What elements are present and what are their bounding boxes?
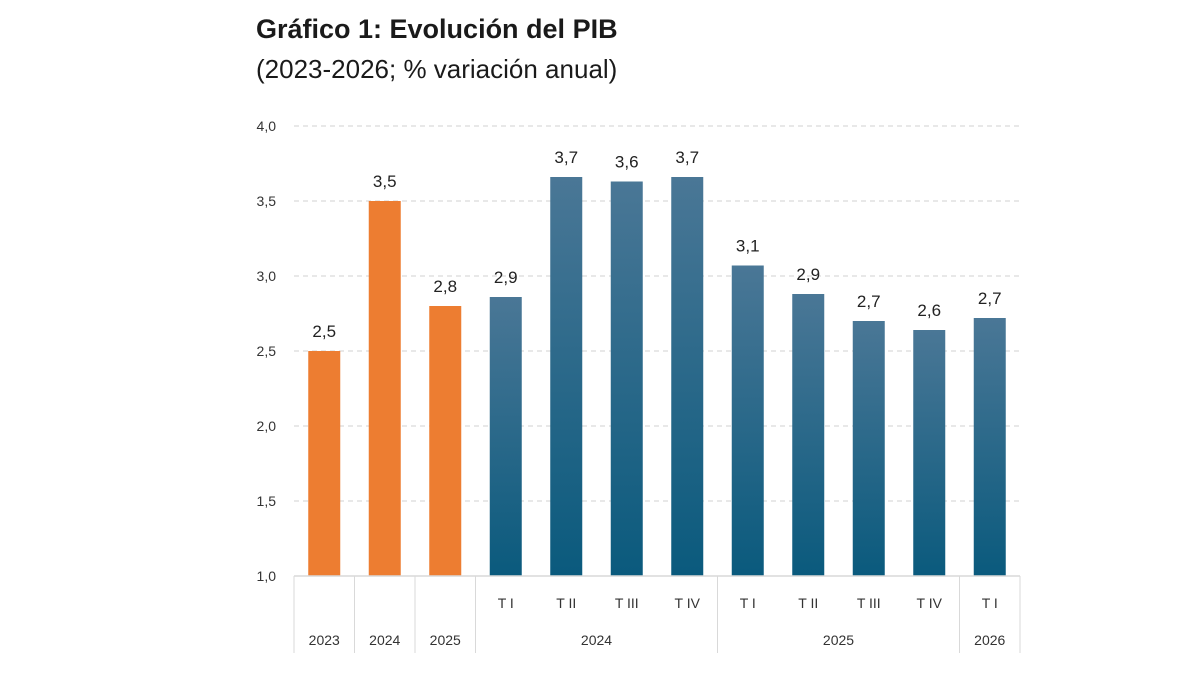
bar-annual [429, 306, 462, 576]
bar-quarterly [671, 177, 704, 576]
bar-value-label: 3,1 [736, 237, 760, 256]
bar-value-label: 2,9 [796, 265, 820, 284]
bar-annual [308, 351, 341, 576]
y-tick-label: 4,0 [257, 118, 277, 134]
y-tick-label: 3,0 [257, 268, 277, 284]
bar-quarterly [852, 321, 885, 576]
bar-value-label: 3,7 [554, 148, 578, 167]
category-axis: T I T II T III T IV T I T II T III T IV T I 2023 2… [293, 575, 1021, 653]
bar-value-labels: 2,5 3,5 2,8 2,9 3,7 3,6 3,7 3,1 2,9 2,7 2,6 2,7 [312, 148, 1001, 341]
bar-value-label: 2,7 [978, 289, 1002, 308]
bar-quarterly [792, 294, 825, 576]
bar-quarterly [973, 318, 1006, 576]
bars [308, 177, 1006, 576]
bar-annual [368, 201, 401, 576]
bar-quarterly [731, 265, 764, 576]
bar-quarterly [550, 177, 583, 576]
y-tick-label: 2,5 [257, 343, 277, 359]
bar-quarterly [489, 297, 522, 576]
quarter-label: T IV [675, 595, 701, 611]
quarter-label: T IV [917, 595, 943, 611]
y-tick-label: 1,5 [257, 493, 277, 509]
chart-subtitle: (2023-2026; % variación anual) [256, 54, 618, 84]
chart-title: Gráfico 1: Evolución del PIB [256, 14, 618, 44]
bar-value-label: 3,7 [675, 148, 699, 167]
y-tick-label: 3,5 [257, 193, 277, 209]
y-tick-label: 2,0 [257, 418, 277, 434]
quarter-label: T I [498, 595, 514, 611]
y-axis-tick-labels: 1,0 1,5 2,0 2,5 3,0 3,5 4,0 [257, 118, 277, 584]
bar-value-label: 2,7 [857, 292, 881, 311]
year-group-label: 2024 [581, 632, 612, 648]
bar-value-label: 2,6 [917, 301, 941, 320]
quarter-label: T II [798, 595, 818, 611]
bar-quarterly [610, 181, 643, 576]
quarter-label: T I [982, 595, 998, 611]
year-group-label: 2023 [309, 632, 340, 648]
year-group-label: 2025 [430, 632, 461, 648]
bar-value-label: 2,8 [433, 277, 457, 296]
year-group-label: 2025 [823, 632, 854, 648]
bar-quarterly [913, 330, 946, 576]
bar-value-label: 3,6 [615, 153, 639, 172]
year-group-label: 2024 [369, 632, 400, 648]
year-group-label: 2026 [974, 632, 1005, 648]
quarter-label: T III [615, 595, 639, 611]
grid-lines [294, 125, 1020, 502]
bar-value-label: 2,5 [312, 322, 336, 341]
bar-value-label: 3,5 [373, 172, 397, 191]
quarter-label: T I [740, 595, 756, 611]
bar-value-label: 2,9 [494, 268, 518, 287]
y-tick-label: 1,0 [257, 568, 277, 584]
quarter-label: T III [857, 595, 881, 611]
quarter-label: T II [556, 595, 576, 611]
